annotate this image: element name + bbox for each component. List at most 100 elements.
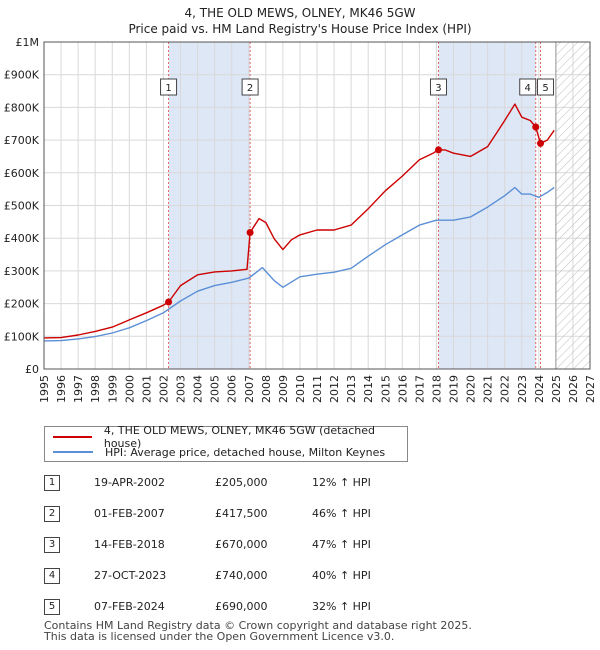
sale-number-badge: 2	[44, 506, 60, 522]
sale-price: £205,000	[215, 476, 268, 489]
x-tick-label: 2025	[550, 375, 563, 403]
transaction-badge-label-5: 5	[542, 83, 548, 94]
transaction-point-5	[537, 139, 545, 147]
x-tick-label: 2014	[362, 375, 375, 403]
x-tick-label: 2005	[209, 375, 222, 403]
sale-date: 01-FEB-2007	[94, 507, 165, 520]
legend-item-property: 4, THE OLD MEWS, OLNEY, MK46 5GW (detach…	[53, 424, 407, 450]
sale-hpi-change: 12% ↑ HPI	[312, 476, 371, 489]
x-tick-label: 2018	[430, 375, 443, 403]
y-tick-label: £300K	[4, 265, 40, 278]
chart-title: 4, THE OLD MEWS, OLNEY, MK46 5GW	[184, 6, 416, 20]
transaction-point-3	[434, 146, 442, 154]
legend-property-label: 4, THE OLD MEWS, OLNEY, MK46 5GW (detach…	[103, 424, 375, 450]
legend-hpi-swatch	[53, 451, 93, 453]
transaction-badge-5	[537, 78, 555, 96]
y-tick-label: £1M	[16, 36, 40, 49]
sale-date: 27-OCT-2023	[94, 569, 167, 582]
transaction-badge-label-3: 3	[435, 83, 441, 94]
table-row: 3 14-FEB-2018 £670,000 47% ↑ HPI	[0, 534, 600, 556]
x-tick-label: 2022	[499, 375, 512, 403]
x-tick-label: 2015	[379, 375, 392, 403]
footer-attribution: Contains HM Land Registry data © Crown c…	[44, 620, 472, 642]
x-tick-label: 2012	[328, 375, 341, 403]
x-tick-label: 2006	[226, 375, 239, 403]
sale-number-badge: 1	[44, 475, 60, 491]
sale-price: £740,000	[215, 569, 268, 582]
legend-item-hpi: HPI: Average price, detached house, Milt…	[53, 444, 385, 460]
transaction-badge-3	[429, 78, 447, 96]
y-tick-label: £100K	[4, 330, 40, 343]
footer-license: This data is licensed under the Open Gov…	[44, 630, 395, 643]
transaction-point-1	[165, 298, 173, 306]
x-tick-label: 2008	[260, 375, 273, 403]
x-tick-label: 2026	[567, 375, 580, 403]
footer-copyright: Contains HM Land Registry data © Crown c…	[44, 619, 472, 632]
sale-hpi-change: 47% ↑ HPI	[312, 538, 371, 551]
table-row: 5 07-FEB-2024 £690,000 32% ↑ HPI	[0, 596, 600, 618]
x-tick-label: 2020	[465, 375, 478, 403]
y-tick-label: £500K	[4, 200, 40, 213]
x-tick-label: 2021	[482, 375, 495, 403]
transaction-badge-4	[519, 78, 537, 96]
chart-subtitle: Price paid vs. HM Land Registry's House …	[128, 22, 472, 36]
x-tick-label: 1999	[106, 375, 119, 403]
x-tick-label: 1996	[55, 375, 68, 403]
transaction-badge-1	[160, 78, 178, 96]
x-tick-label: 2003	[175, 375, 188, 403]
x-tick-label: 2000	[123, 375, 136, 403]
x-tick-label: 2017	[413, 375, 426, 403]
x-tick-label: 2007	[243, 375, 256, 403]
transaction-badge-2	[241, 78, 259, 96]
x-tick-label: 2004	[192, 375, 205, 403]
x-tick-label: 2002	[157, 375, 170, 403]
sale-number-badge: 3	[44, 537, 60, 553]
sale-date: 14-FEB-2018	[94, 538, 165, 551]
table-row: 4 27-OCT-2023 £740,000 40% ↑ HPI	[0, 565, 600, 587]
sale-price: £417,500	[215, 507, 268, 520]
transaction-badge-label-2: 2	[247, 83, 253, 94]
x-tick-label: 1998	[89, 375, 102, 403]
plot-frame	[43, 41, 591, 370]
legend-property-swatch	[53, 436, 92, 438]
transaction-badge-label-1: 1	[165, 83, 171, 94]
sale-price: £690,000	[215, 600, 268, 613]
sale-hpi-change: 40% ↑ HPI	[312, 569, 371, 582]
property-series-line	[43, 103, 555, 339]
x-tick-label: 2001	[140, 375, 153, 403]
x-tick-label: 2019	[448, 375, 461, 403]
transaction-badge-label-4: 4	[525, 83, 531, 94]
y-tick-label: £200K	[4, 298, 40, 311]
y-tick-label: £700K	[4, 134, 40, 147]
sale-hpi-change: 32% ↑ HPI	[312, 600, 371, 613]
x-tick-label: 2023	[516, 375, 529, 403]
x-tick-label: 2013	[345, 375, 358, 403]
y-tick-label: £600K	[4, 167, 40, 180]
table-row: 1 19-APR-2002 £205,000 12% ↑ HPI	[0, 472, 600, 494]
x-tick-label: 2024	[533, 375, 546, 403]
table-row: 2 01-FEB-2007 £417,500 46% ↑ HPI	[0, 503, 600, 525]
sale-price: £670,000	[215, 538, 268, 551]
y-tick-label: £0	[25, 363, 39, 376]
legend-hpi-label: HPI: Average price, detached house, Milt…	[105, 445, 386, 459]
sale-hpi-change: 46% ↑ HPI	[312, 507, 371, 520]
sale-date: 07-FEB-2024	[94, 600, 165, 613]
y-tick-label: £400K	[4, 232, 40, 245]
x-tick-label: 2011	[311, 375, 324, 403]
x-tick-label: 1995	[38, 375, 51, 403]
x-tick-label: 2010	[294, 375, 307, 403]
y-tick-label: £900K	[4, 69, 40, 82]
forecast-hatch	[555, 42, 590, 369]
sale-number-badge: 5	[44, 599, 60, 615]
hpi-series-line	[43, 186, 555, 342]
x-tick-label: 1997	[72, 375, 85, 403]
x-tick-label: 2027	[584, 375, 597, 403]
transaction-point-4	[532, 123, 540, 131]
sale-number-badge: 4	[44, 568, 60, 584]
x-tick-label: 2016	[396, 375, 409, 403]
x-tick-label: 2009	[277, 375, 290, 403]
transaction-point-2	[246, 228, 254, 236]
sale-date: 19-APR-2002	[94, 476, 166, 489]
legend: 4, THE OLD MEWS, OLNEY, MK46 5GW (detach…	[44, 424, 408, 462]
